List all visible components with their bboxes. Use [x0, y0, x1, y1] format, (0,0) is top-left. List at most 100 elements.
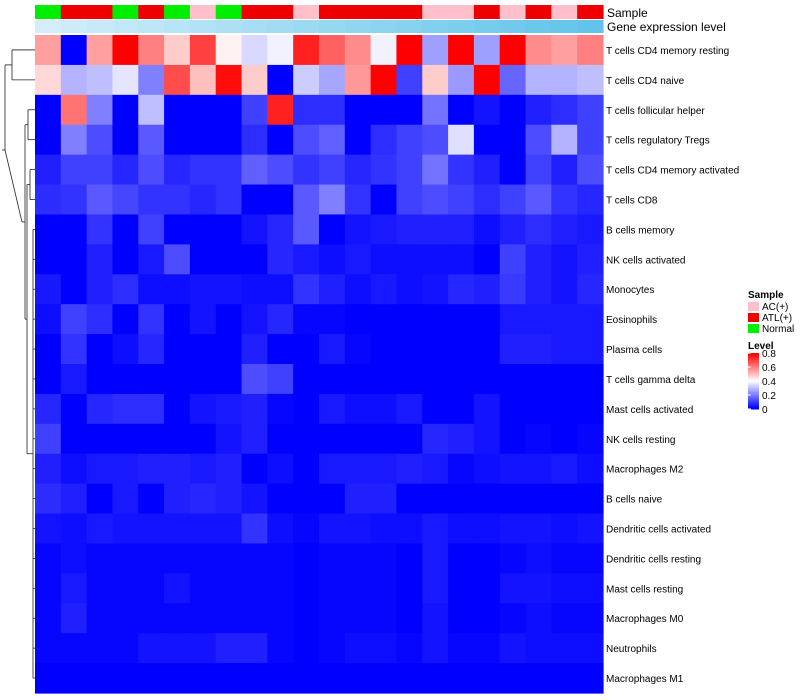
heatmap-cell: [60, 633, 88, 664]
heatmap-cell: [499, 603, 527, 634]
heatmap-cell: [215, 94, 243, 126]
heatmap-cell: [525, 154, 552, 186]
heatmap-cell: [267, 35, 294, 66]
heatmap-cell: [112, 334, 139, 365]
heatmap-cell: [241, 633, 268, 664]
heatmap-cell: [164, 453, 191, 485]
heatmap-cell: [344, 184, 372, 216]
expression-level-cell: [86, 20, 114, 33]
sample-legend: Sample AC(+)ATL(+)Normal: [748, 290, 794, 335]
heatmap-cell: [267, 453, 294, 485]
row-label: T cells CD4 memory activated: [606, 166, 739, 177]
heatmap-cell: [551, 573, 578, 604]
heatmap-cell: [215, 214, 243, 245]
heatmap-cell: [499, 663, 527, 694]
heatmap-cell: [112, 603, 139, 634]
sample-legend-swatch: [748, 313, 759, 322]
heatmap-cell: [189, 94, 217, 126]
level-legend-gradient-step: [748, 381, 759, 383]
heatmap-cell: [499, 184, 527, 216]
sample-legend-label: Normal: [762, 324, 794, 335]
expression-level-cell: [319, 20, 346, 33]
heatmap-cell: [86, 603, 114, 634]
row-label: B cells naive: [606, 495, 663, 506]
heatmap-cell: [551, 304, 578, 335]
heatmap-cell: [241, 304, 268, 335]
heatmap-cell: [525, 214, 552, 245]
heatmap-cell: [448, 483, 475, 515]
heatmap-cell: [86, 364, 114, 395]
level-legend-gradient-step: [748, 364, 759, 367]
level-legend-tick-label: 0.6: [762, 363, 776, 374]
sample-annotation-cell: [112, 5, 139, 19]
heatmap-cell: [215, 573, 243, 604]
level-legend-gradient-step: [748, 383, 759, 386]
heatmap-cell: [293, 124, 320, 156]
heatmap-cell: [344, 364, 372, 395]
heatmap-cell: [577, 423, 604, 455]
level-legend-gradient-step: [748, 354, 759, 357]
heatmap-cell: [525, 184, 552, 216]
sample-track-label: Sample: [607, 6, 648, 20]
row-dendrogram: [2, 49, 35, 679]
heatmap-cell: [551, 94, 578, 126]
heatmap-cell: [319, 94, 346, 126]
sample-legend-label: AC(+): [762, 302, 788, 313]
heatmap-cell: [60, 334, 88, 365]
heatmap-cell: [551, 453, 578, 485]
row-label: Plasma cells: [606, 345, 662, 356]
heatmap-cell: [499, 423, 527, 455]
heatmap-cell: [473, 214, 501, 245]
heatmap-cell: [138, 304, 165, 335]
sample-annotation-cell: [422, 5, 449, 19]
heatmap-cell: [86, 483, 114, 515]
expression-level-cell: [473, 20, 501, 33]
heatmap-cell: [448, 423, 475, 455]
heatmap-cell: [448, 64, 475, 96]
heatmap-cell: [396, 483, 423, 515]
heatmap-cell: [396, 633, 423, 664]
heatmap-cell: [293, 364, 320, 395]
level-legend-gradient-step: [748, 367, 759, 369]
row-label: Mast cells resting: [606, 584, 683, 595]
heatmap-cell: [370, 483, 398, 515]
heatmap-cell: [215, 483, 243, 515]
heatmap-cell: [293, 453, 320, 485]
expression-level-cell: [241, 20, 268, 33]
heatmap-cell: [473, 573, 501, 604]
heatmap-cell: [448, 393, 475, 425]
sample-legend-swatch: [748, 324, 759, 333]
heatmap-cell: [344, 214, 372, 245]
level-legend: Level 0.8 0.6 0.4 0.2 0: [748, 341, 776, 416]
row-label: T cells regulatory Tregs: [606, 136, 710, 147]
heatmap-cell: [138, 483, 165, 515]
expression-level-track-label: Gene expression level: [607, 20, 726, 34]
heatmap-cell: [344, 124, 372, 156]
heatmap-cell: [189, 304, 217, 335]
sample-annotation-cell: [293, 5, 320, 19]
heatmap-cell: [138, 513, 165, 545]
expression-level-cell: [215, 20, 243, 33]
level-legend-gradient-step: [748, 353, 759, 355]
heatmap-cell: [473, 94, 501, 126]
heatmap-cell: [138, 124, 165, 156]
sample-annotation-cell: [319, 5, 346, 19]
expression-level-cell: [267, 20, 294, 33]
level-legend-gradient-step: [748, 388, 759, 390]
heatmap-cell: [35, 573, 62, 604]
heatmap-cell: [370, 633, 398, 664]
sample-annotation-cell: [473, 5, 501, 19]
heatmap-cell: [189, 274, 217, 305]
heatmap-cell: [499, 244, 527, 275]
heatmap-cell: [344, 633, 372, 664]
heatmap-cell: [138, 154, 165, 186]
sample-annotation-cell: [215, 5, 243, 19]
heatmap-cell: [422, 603, 449, 634]
heatmap-cell: [60, 543, 88, 574]
heatmap-cell: [499, 543, 527, 574]
heatmap-cell: [35, 603, 62, 634]
heatmap-cell: [499, 573, 527, 604]
heatmap-cell: [86, 663, 114, 694]
heatmap-cell: [86, 214, 114, 245]
heatmap-cell: [344, 423, 372, 455]
